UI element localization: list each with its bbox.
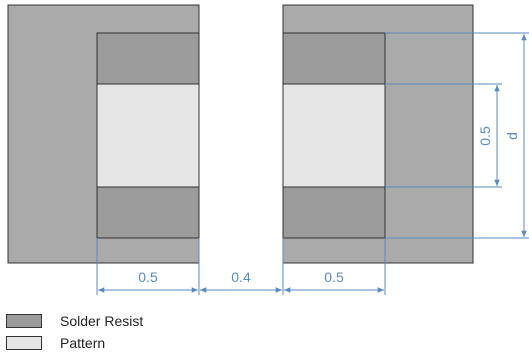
right-width-label: 0.5: [324, 269, 344, 285]
left-pattern: [96, 83, 200, 188]
pattern-height-label: 0.5: [477, 126, 493, 146]
right-solder-resist-bottom: [282, 186, 386, 239]
right-pad: [282, 4, 474, 264]
left-pad: [7, 4, 200, 264]
left-solder-resist-top: [96, 32, 200, 85]
left-solder-resist-bottom: [96, 186, 200, 239]
legend-solder-resist: Solder Resist: [6, 313, 143, 329]
right-solder-resist-top: [282, 32, 386, 85]
vertical-dimensions: [494, 34, 527, 237]
solder-resist-swatch: [6, 314, 42, 328]
total-height-label: d: [504, 132, 520, 140]
pattern-swatch: [6, 336, 42, 350]
gap-label: 0.4: [231, 269, 251, 285]
legend-pattern: Pattern: [6, 335, 105, 351]
left-width-label: 0.5: [138, 269, 158, 285]
extension-lines: [96, 32, 529, 295]
legend-solder-resist-label: Solder Resist: [60, 313, 144, 329]
right-pattern: [282, 83, 386, 188]
legend-pattern-label: Pattern: [60, 335, 106, 351]
